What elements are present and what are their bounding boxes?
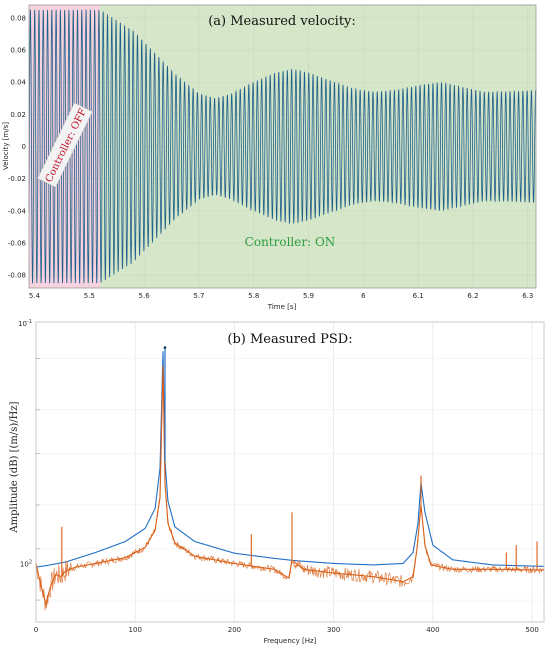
velocity-y-tick-label: 0.06: [10, 47, 26, 55]
velocity-y-tick-label: -0.04: [8, 207, 27, 215]
velocity-y-tick-label: 0.04: [10, 79, 26, 87]
psd-y-tick-label: 102: [20, 559, 32, 568]
velocity-y-ticks: 0.08 0.06 0.04 0.02 0 -0.02 -0.04 -0.06 -0.08: [8, 14, 27, 279]
velocity-y-tick-label: 0.02: [10, 111, 26, 119]
psd-x-ticks: 0 100 200 300 400 500: [34, 626, 539, 634]
velocity-x-tick-label: 6.3: [522, 292, 533, 300]
psd-series-orange-line: [35, 365, 545, 606]
psd-series-blue-line: [35, 351, 545, 568]
velocity-x-tick-label: 6.2: [467, 292, 478, 300]
psd-x-tick-label: 200: [228, 626, 241, 634]
velocity-x-tick-label: 5.9: [303, 292, 314, 300]
velocity-x-tick-label: 5.6: [139, 292, 151, 300]
velocity-y-axis-label: Velocity [m/s]: [2, 122, 10, 170]
psd-x-tick-label: 300: [327, 626, 340, 634]
velocity-x-tick-label: 5.8: [248, 292, 259, 300]
velocity-x-axis-label: Time [s]: [267, 303, 297, 311]
velocity-chart-title: (a) Measured velocity:: [208, 14, 356, 29]
psd-x-tick-label: 500: [525, 626, 538, 634]
psd-y-axis-label: Amplitude (dB) [(m/s)/Hz]: [9, 401, 20, 533]
velocity-y-tick-label: -0.02: [8, 175, 26, 183]
psd-x-tick-label: 400: [426, 626, 439, 634]
velocity-chart: 5.4 5.5 5.6 5.7 5.8 5.9 6 6.1 6.2 6.3 0.080.060.0…: [2, 4, 537, 311]
psd-y-ticks: 10-1 102: [18, 319, 32, 568]
velocity-x-ticks: 5.4 5.5 5.6 5.7 5.8 5.9 6 6.1 6.2 6.3: [29, 292, 533, 300]
velocity-signal-line: [28, 8, 537, 285]
velocity-y-tick-label: 0: [22, 143, 26, 151]
psd-axes-background: [36, 322, 544, 622]
controller-on-label: Controller: ON: [245, 235, 336, 249]
psd-x-tick-label: 100: [129, 626, 142, 634]
velocity-y-tick-label: -0.08: [8, 272, 26, 280]
psd-spikes: [61, 346, 538, 576]
velocity-x-tick-label: 5.4: [29, 292, 41, 300]
velocity-y-tick-label: -0.06: [8, 239, 27, 247]
psd-chart-title: (b) Measured PSD:: [227, 332, 352, 347]
psd-x-axis-label: Frequency [Hz]: [264, 637, 317, 645]
velocity-x-tick-label: 6.1: [413, 292, 424, 300]
psd-peak-marker: [163, 346, 167, 349]
velocity-x-tick-label: 5.5: [84, 292, 95, 300]
velocity-y-tick-label: 0.08: [10, 14, 26, 22]
velocity-x-tick-label: 6: [361, 292, 366, 300]
psd-axes-frame: [35, 321, 545, 623]
controller-off-label-box: [37, 102, 93, 188]
velocity-axes-frame: [28, 4, 537, 289]
psd-y-tick-label: 10-1: [18, 319, 32, 328]
velocity-x-tick-label: 5.7: [193, 292, 204, 300]
psd-x-tick-label: 0: [34, 626, 38, 634]
